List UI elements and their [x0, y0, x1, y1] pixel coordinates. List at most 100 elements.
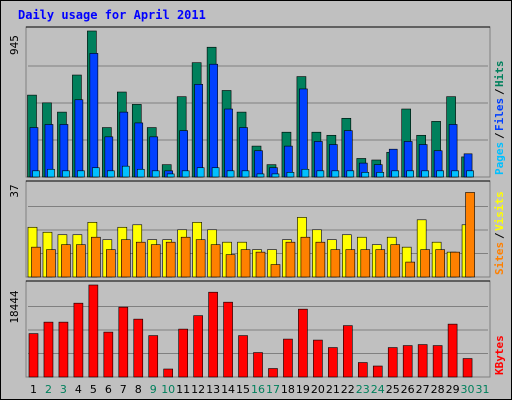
bar-sites	[450, 251, 460, 278]
day-label: 29	[446, 383, 460, 396]
bar-pages	[256, 173, 265, 178]
bar-pages	[151, 170, 160, 178]
day-label: 4	[75, 383, 82, 396]
day-label: 28	[431, 383, 445, 396]
bar-files	[89, 53, 99, 178]
day-label: 2	[45, 383, 52, 396]
bar-kbytes	[118, 306, 129, 378]
day-label: 27	[416, 383, 430, 396]
day-label: 15	[236, 383, 250, 396]
bar-files	[134, 122, 144, 178]
bar-files	[344, 130, 353, 178]
bar-sites	[345, 249, 356, 278]
bar-kbytes	[163, 368, 174, 378]
bar-sites	[285, 241, 296, 278]
legend-kbytes: KBytes	[493, 335, 506, 375]
bar-kbytes	[238, 335, 248, 378]
scale-max-label: 37	[8, 184, 21, 197]
bar-pages	[331, 170, 340, 178]
legend-pages: Pages	[493, 142, 506, 175]
bar-sites	[315, 241, 326, 278]
bar-kbytes	[193, 315, 203, 378]
panel-2	[25, 180, 491, 278]
legend-files: Files	[493, 98, 506, 131]
bar-sites	[150, 244, 161, 278]
bar-files	[299, 88, 308, 178]
bar-kbytes	[357, 362, 368, 378]
bar-pages	[122, 165, 130, 178]
day-label: 7	[120, 383, 127, 396]
bar-kbytes	[133, 318, 144, 378]
day-label: 25	[386, 383, 400, 396]
legend-separator: /	[493, 88, 506, 95]
day-label: 1	[30, 383, 37, 396]
bar-files	[74, 99, 84, 178]
bar-sites	[91, 236, 101, 278]
legend-separator: /	[493, 132, 506, 139]
bar-kbytes	[432, 345, 443, 378]
day-label: 9	[150, 383, 157, 396]
bar-sites	[106, 249, 116, 278]
bar-pages	[136, 168, 145, 178]
panel-1	[25, 26, 491, 178]
bar-files	[59, 124, 69, 178]
bar-files	[179, 130, 188, 178]
bar-sites	[135, 241, 146, 278]
bar-kbytes	[387, 347, 398, 378]
bar-pages	[271, 173, 280, 178]
bar-kbytes	[402, 345, 413, 378]
day-label: 31	[476, 383, 490, 396]
day-label: 3	[60, 383, 67, 396]
bar-pages	[166, 173, 175, 178]
bar-files	[194, 84, 203, 178]
bar-kbytes	[148, 335, 159, 378]
day-label: 23	[356, 383, 370, 396]
bar-pages	[436, 170, 444, 178]
bar-sites	[390, 244, 401, 278]
day-label: 20	[311, 383, 325, 396]
bar-files	[448, 124, 458, 178]
day-label: 21	[326, 383, 340, 396]
bar-pages	[346, 170, 355, 178]
bar-sites	[31, 246, 41, 278]
day-label: 24	[371, 383, 385, 396]
day-label: 14	[221, 383, 235, 396]
scale-max-label: 945	[8, 35, 21, 55]
bar-sites	[465, 192, 475, 278]
bar-pages	[406, 170, 414, 178]
bar-pages	[241, 170, 250, 178]
legend-sites: Sites	[493, 242, 506, 275]
bar-kbytes	[103, 331, 114, 378]
bar-sites	[360, 249, 371, 278]
legend-visits: Visits	[493, 191, 506, 231]
day-label: 12	[191, 383, 205, 396]
bar-pages	[196, 167, 205, 178]
bar-kbytes	[417, 344, 428, 378]
bar-kbytes	[268, 368, 278, 378]
bar-pages	[376, 172, 385, 178]
bar-pages	[47, 168, 55, 178]
bar-pages	[301, 168, 310, 178]
bar-kbytes	[88, 284, 99, 378]
bar-pages	[211, 167, 220, 178]
bar-kbytes	[283, 338, 293, 378]
bar-sites	[180, 236, 191, 278]
bar-kbytes	[313, 339, 323, 378]
day-label: 16	[251, 383, 265, 396]
bar-files	[254, 150, 263, 178]
day-label: 6	[105, 383, 112, 396]
bar-sites	[375, 249, 386, 278]
bar-pages	[181, 170, 190, 178]
day-label: 5	[90, 383, 97, 396]
bar-kbytes	[298, 308, 308, 378]
bar-files	[224, 108, 233, 178]
bar-sites	[330, 249, 341, 278]
bar-pages	[92, 167, 100, 178]
bar-files	[239, 127, 248, 178]
bar-kbytes	[43, 321, 54, 378]
bar-pages	[77, 170, 85, 178]
bar-sites	[255, 251, 266, 278]
day-label: 8	[135, 383, 142, 396]
legend-hits: Hits	[493, 61, 506, 88]
